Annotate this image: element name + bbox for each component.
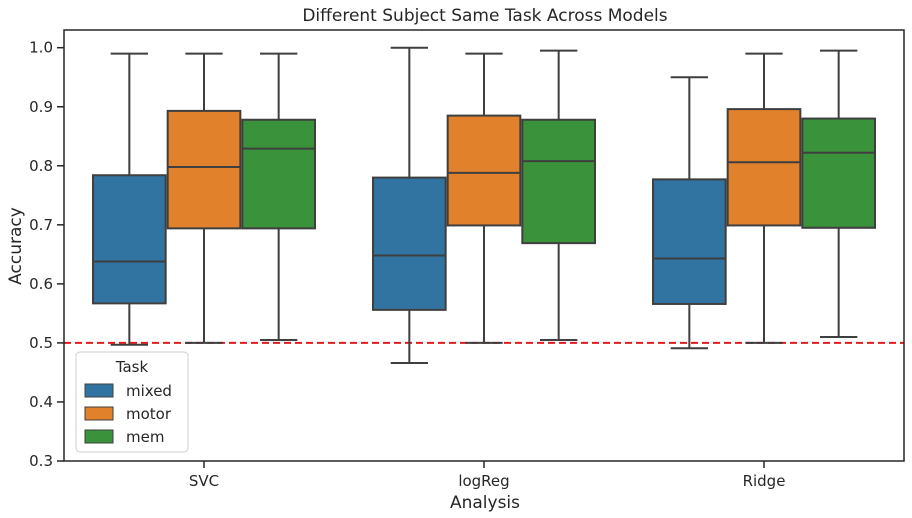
x-tick-label: Ridge: [743, 472, 786, 490]
y-tick-label: 0.9: [29, 98, 53, 116]
box-mem-logReg: [521, 49, 596, 341]
box-body: [92, 174, 167, 305]
box-body: [726, 108, 802, 227]
box-motor-SVC: [166, 52, 242, 344]
y-tick-label: 1.0: [29, 39, 53, 57]
y-tick-label: 0.5: [29, 334, 53, 352]
box-body: [166, 109, 242, 230]
box-body: [801, 117, 876, 229]
legend-title: Task: [115, 358, 149, 376]
legend-swatch-motor: [84, 406, 114, 421]
axes-layer: 0.3 0.4 0.5 0.6 0.7 0.8 0.9 1.0 SVC logReg Ridge: [29, 29, 905, 490]
y-tick-label: 0.7: [29, 216, 53, 234]
box-body: [241, 118, 316, 230]
x-axis-label: Analysis: [450, 493, 520, 513]
legend-label-mem: mem: [126, 428, 164, 446]
legend-frame: [75, 351, 189, 453]
legend: Task mixed motor mem: [75, 351, 189, 453]
box-mem-Ridge: [801, 49, 876, 339]
box-body: [446, 114, 522, 227]
box-motor-logReg: [446, 52, 522, 344]
y-tick-label: 0.3: [29, 452, 53, 470]
box-body: [652, 178, 727, 305]
y-axis-label: Accuracy: [6, 207, 26, 285]
box-mixed-Ridge: [652, 76, 727, 350]
box-mem-SVC: [241, 52, 316, 341]
box-body: [521, 118, 596, 245]
y-tick-label: 0.8: [29, 157, 53, 175]
y-tick-label: 0.4: [29, 393, 53, 411]
box-body: [372, 176, 447, 311]
box-motor-Ridge: [726, 52, 802, 344]
legend-swatch-mem: [84, 429, 114, 444]
y-tick-label: 0.6: [29, 275, 53, 293]
chart-title: Different Subject Same Task Across Model…: [302, 6, 667, 26]
box-mixed-logReg: [372, 46, 447, 364]
boxes-layer: [92, 46, 876, 364]
x-tick-label: SVC: [189, 472, 219, 490]
legend-label-motor: motor: [126, 405, 172, 423]
x-tick-label: logReg: [458, 472, 509, 490]
legend-swatch-mixed: [84, 383, 114, 398]
legend-label-mixed: mixed: [126, 382, 172, 400]
box-mixed-SVC: [92, 52, 167, 346]
